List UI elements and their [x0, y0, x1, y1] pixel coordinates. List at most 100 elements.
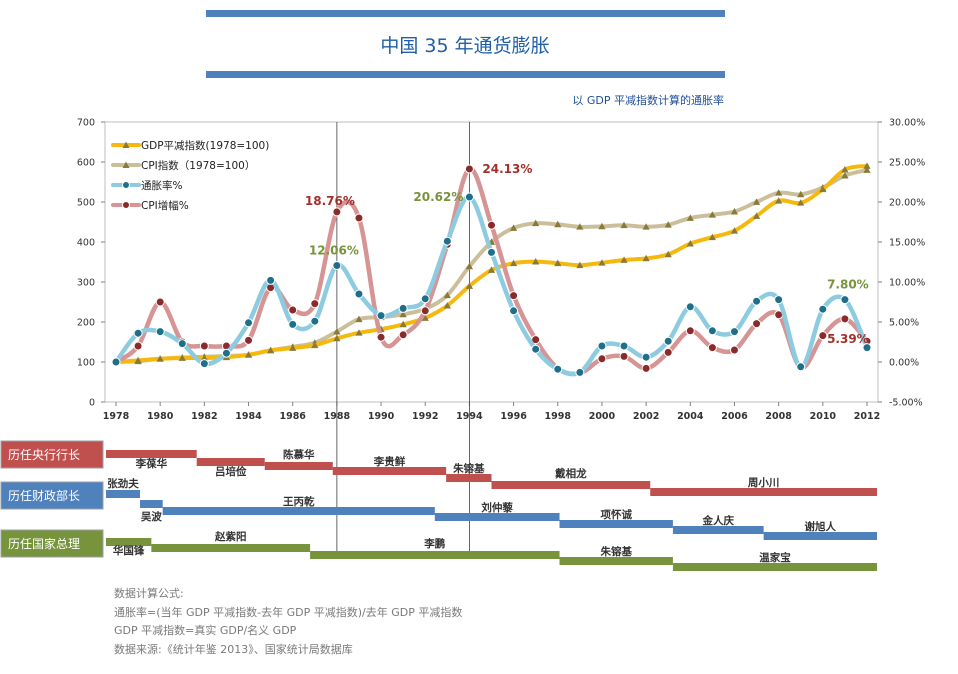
series-2-point — [398, 303, 408, 313]
chart-subtitle: 以 GDP 平减指数计算的通胀率 — [572, 93, 724, 107]
x-tick-label: 1984 — [235, 411, 262, 422]
x-tick-label: 1998 — [545, 411, 572, 422]
timeline-term-name: 吴波 — [141, 510, 162, 523]
series-3-point — [641, 363, 651, 373]
timeline-term-name: 陈慕华 — [283, 448, 315, 461]
timeline-bar — [672, 563, 877, 571]
timeline-bar — [106, 538, 152, 546]
x-tick-label: 1992 — [412, 411, 438, 422]
series-3-point — [155, 297, 165, 307]
series-2-point — [707, 326, 717, 336]
series-2-point — [266, 275, 276, 285]
series-1-point — [576, 223, 584, 230]
timeline-bar — [310, 551, 560, 559]
timeline-bar — [650, 488, 877, 496]
series-3-point — [685, 326, 695, 336]
series-2-point — [752, 296, 762, 306]
timeline-bar — [559, 520, 673, 528]
timeline-term-name: 项怀诚 — [600, 508, 632, 521]
series-1-point — [863, 166, 871, 173]
series-3-point — [199, 341, 209, 351]
timeline-term-name: 朱镕基 — [600, 545, 632, 558]
series-line-0 — [114, 164, 869, 364]
x-tick-label: 1986 — [279, 411, 306, 422]
series-2-point — [862, 343, 872, 353]
plot-frame — [104, 121, 879, 403]
series-3-point — [398, 330, 408, 340]
timeline-term-name: 李葆华 — [135, 457, 168, 470]
y-right-tick-label: 5.00% — [889, 318, 919, 329]
series-1-point — [532, 219, 540, 227]
series-0-point — [311, 341, 319, 349]
x-tick-label: 1980 — [147, 411, 174, 422]
x-tick-label: 1978 — [103, 411, 130, 422]
series-3-point — [420, 306, 430, 316]
notes-source: 数据来源:《统计年鉴 2013》、国家统计局数据库 — [114, 642, 353, 656]
series-2-point — [531, 344, 541, 354]
notes-formula-inflation: 通胀率=(当年 GDP 平减指数-去年 GDP 平减指数)/去年 GDP 平减指… — [114, 605, 463, 619]
series-0-point — [664, 250, 672, 258]
notes-formula-deflator: GDP 平减指数=真实 GDP/名义 GDP — [114, 624, 297, 637]
timeline-term-name: 王丙乾 — [283, 495, 315, 508]
annotation-label: 18.76% — [305, 194, 355, 208]
series-2-point — [177, 339, 187, 349]
timeline-term-name: 金人庆 — [702, 514, 735, 527]
series-3-point — [707, 343, 717, 353]
series-2-point — [774, 295, 784, 305]
series-2-point — [729, 327, 739, 337]
series-0-point — [355, 329, 363, 336]
x-tick-label: 1982 — [191, 411, 217, 422]
series-1-point — [554, 220, 562, 228]
timeline-term-name: 刘仲藜 — [481, 501, 513, 514]
legend-marker-1 — [122, 161, 130, 168]
series-3-point — [332, 207, 342, 217]
timeline-term-name: 李贵鲜 — [373, 455, 406, 468]
series-1-point — [664, 221, 672, 228]
series-0-point — [686, 240, 694, 247]
x-tick-label: 2004 — [677, 411, 704, 422]
x-tick-label: 1996 — [500, 411, 527, 422]
timeline-term-name: 张劲夫 — [107, 477, 139, 490]
series-0-point — [620, 256, 628, 263]
series-2-point — [840, 295, 850, 305]
timeline-bar — [162, 507, 435, 515]
series-2-point — [420, 294, 430, 304]
series-0-point — [333, 334, 341, 342]
series-1-point — [752, 198, 761, 205]
timeline-term-name: 赵紫阳 — [214, 530, 247, 543]
chart-title: 中国 35 年通货膨胀 — [380, 35, 549, 57]
legend-marker-3 — [122, 201, 130, 209]
legend-label: GDP平减指数(1978=100) — [141, 139, 269, 152]
y-left-tick-label: 500 — [77, 198, 95, 209]
series-3-point — [244, 335, 254, 345]
timeline-bar — [106, 450, 197, 458]
timeline-bar — [196, 458, 265, 466]
timeline-label: 历任财政部长 — [8, 488, 80, 503]
series-2-point — [818, 304, 828, 314]
timeline-bar — [491, 481, 651, 489]
legend-label: 通胀率% — [141, 179, 182, 192]
series-1-point — [642, 223, 650, 230]
series-0-point — [532, 258, 540, 265]
series-2-point — [553, 364, 563, 374]
series-0-point — [487, 266, 496, 273]
series-2-point — [221, 348, 231, 358]
timeline-bar — [763, 532, 877, 540]
notes-heading: 数据计算公式: — [114, 587, 184, 600]
series-3-point — [310, 299, 320, 309]
title-bar-top — [206, 10, 725, 17]
series-2-point — [111, 357, 121, 367]
series-1-point — [399, 310, 407, 318]
series-0-point — [421, 314, 429, 321]
series-1-point — [686, 214, 694, 221]
x-tick-label: 2000 — [589, 411, 616, 422]
series-0-point — [708, 233, 716, 241]
y-left-tick-label: 100 — [77, 358, 95, 369]
series-3-point — [619, 351, 629, 361]
series-0-point — [509, 259, 518, 267]
series-0-point — [642, 254, 650, 262]
series-0-point — [775, 197, 783, 204]
y-left-tick-label: 300 — [77, 278, 95, 289]
annotation-label: 20.62% — [413, 190, 463, 204]
